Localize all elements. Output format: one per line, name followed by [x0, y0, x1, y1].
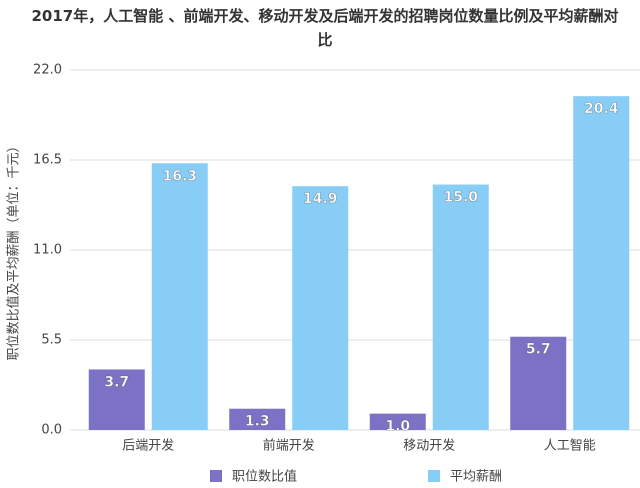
value-label: 5.7	[526, 342, 551, 358]
value-label: 16.3	[162, 168, 197, 184]
bar	[432, 184, 489, 430]
y-tick-label: 22.0	[33, 63, 62, 78]
y-axis-label: 职位数比值及平均薪酬（单位：千元）	[6, 139, 22, 360]
bar	[151, 163, 208, 431]
y-tick-label: 5.5	[41, 333, 62, 348]
bar	[573, 96, 630, 430]
legend-swatch	[428, 470, 440, 482]
y-tick-label: 16.5	[33, 153, 62, 168]
bar	[88, 369, 145, 430]
x-tick-label: 人工智能	[544, 439, 596, 454]
legend-label: 职位数比值	[232, 469, 297, 485]
value-label: 14.9	[303, 191, 338, 207]
chart-title: 2017年，人工智能 、前端开发、移动开发及后端开发的招聘岗位数量比例及平均薪酬…	[31, 7, 619, 49]
legend-swatch	[210, 470, 222, 482]
bar	[510, 336, 567, 430]
x-tick-label: 前端开发	[263, 438, 315, 454]
bar	[229, 408, 286, 430]
value-label: 1.3	[245, 414, 270, 430]
y-tick-label: 0.0	[41, 423, 62, 438]
bar	[292, 186, 349, 430]
value-label: 1.0	[385, 419, 410, 435]
bar	[369, 413, 426, 430]
value-label: 3.7	[104, 374, 129, 390]
x-tick-label: 后端开发	[122, 438, 174, 454]
value-label: 15.0	[443, 190, 478, 206]
x-tick-label: 移动开发	[403, 438, 455, 454]
value-label: 20.4	[584, 101, 619, 117]
y-tick-label: 11.0	[33, 243, 62, 258]
legend-label: 平均薪酬	[450, 470, 502, 485]
